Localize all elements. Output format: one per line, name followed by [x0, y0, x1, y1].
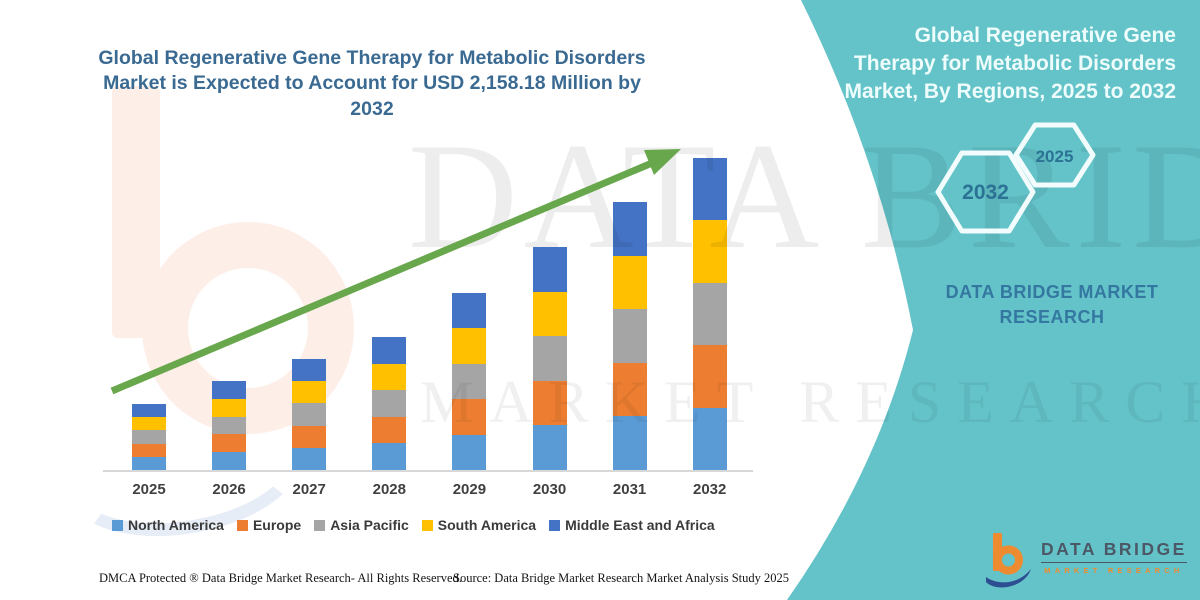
bar-segment-middle-east-and-africa: [292, 358, 327, 382]
legend-label: Europe: [252, 517, 302, 533]
legend-swatch: [112, 519, 123, 531]
bar-segment-south-america: [212, 398, 247, 417]
legend-item-north-america: North America: [112, 517, 224, 533]
x-axis-label-2027: 2027: [292, 481, 326, 498]
legend-item-europe: Europe: [236, 517, 302, 533]
x-axis-label-2031: 2031: [612, 481, 647, 498]
bar-segment-asia-pacific: [372, 390, 407, 417]
bar-2025: [132, 404, 166, 470]
x-axis-label-2028: 2028: [372, 481, 406, 498]
bar-segment-europe: [292, 425, 327, 448]
legend-label: South America: [437, 517, 537, 533]
watermark-text-databridge: DATA BRIDGE: [408, 112, 1200, 280]
legend-item-south-america: South America: [421, 517, 537, 533]
bar-2030: [532, 247, 567, 470]
hexagon-2025-label: 2025: [1036, 147, 1074, 166]
x-axis-label-2026: 2026: [212, 481, 246, 498]
bar-segment-south-america: [372, 363, 407, 391]
bar-segment-north-america: [692, 407, 727, 470]
x-axis-label-2030: 2030: [532, 481, 567, 498]
bar-segment-asia-pacific: [532, 336, 567, 381]
bar-segment-asia-pacific: [132, 430, 166, 444]
bar-segment-north-america: [612, 416, 647, 470]
bar-segment-europe: [372, 416, 407, 444]
bar-segment-europe: [612, 362, 647, 417]
chart-legend: North America Europe Asia Pacific South Ame…: [112, 517, 715, 533]
bar-segment-asia-pacific: [612, 309, 647, 363]
bar-segment-asia-pacific: [212, 416, 247, 435]
bar-segment-europe: [212, 434, 247, 453]
x-axis-line: [103, 470, 753, 472]
bar-segment-north-america: [212, 452, 247, 470]
legend-label: North America: [128, 517, 224, 533]
bar-segment-europe: [132, 443, 166, 457]
legend-label: Middle East and Africa: [565, 517, 715, 533]
bar-segment-north-america: [372, 443, 407, 470]
bar-segment-middle-east-and-africa: [132, 404, 166, 418]
bar-segment-north-america: [452, 434, 487, 470]
logo-title: DATA BRIDGE: [1041, 539, 1187, 559]
bar-segment-middle-east-and-africa: [532, 247, 567, 292]
bar-2029: [452, 293, 487, 470]
logo-subtitle: MARKET RESEARCH: [1044, 566, 1184, 575]
logo-divider: [1041, 562, 1187, 563]
bar-segment-middle-east-and-africa: [372, 337, 407, 364]
databridge-logo: DATA BRIDGE MARKET RESEARCH: [985, 531, 1187, 591]
legend-swatch: [549, 519, 561, 531]
bar-segment-north-america: [532, 425, 567, 470]
legend-label: Asia Pacific: [330, 517, 409, 533]
bar-2032: [692, 158, 727, 470]
year-hexagons: 2032 2025: [935, 122, 1096, 234]
bar-segment-asia-pacific: [692, 282, 727, 346]
bar-segment-south-america: [452, 328, 487, 364]
bar-2031: [612, 202, 647, 470]
bar-segment-europe: [532, 380, 567, 426]
hexagon-2025: [1013, 122, 1096, 188]
bar-segment-south-america: [532, 291, 567, 337]
bar-segment-north-america: [132, 456, 166, 470]
databridge-logo-icon: [986, 533, 1031, 588]
bar-segment-asia-pacific: [292, 403, 327, 426]
bar-segment-middle-east-and-africa: [692, 158, 727, 221]
bar-2027: [292, 358, 327, 470]
bar-segment-middle-east-and-africa: [452, 293, 487, 329]
bar-segment-europe: [452, 399, 487, 435]
legend-swatch: [421, 519, 433, 531]
bar-2028: [372, 337, 407, 470]
chart-title-line1: Global Regenerative Gene Therapy for Met…: [98, 47, 646, 69]
bar-segment-south-america: [292, 381, 327, 404]
bar-segment-south-america: [612, 255, 647, 310]
bar-segment-middle-east-and-africa: [212, 381, 247, 399]
side-panel-title: Global Regenerative Gene Therapy for Met…: [844, 24, 1176, 103]
bar-segment-europe: [692, 345, 727, 408]
watermark-text-marketresearch: MARKET RESEARCH: [420, 369, 1200, 435]
dmca-notice: DMCA Protected ® Data Bridge Market Rese…: [99, 571, 462, 585]
bar-segment-south-america: [132, 417, 166, 431]
legend-swatch: [314, 519, 326, 531]
legend-item-middle-east-and-africa: Middle East and Africa: [549, 517, 715, 533]
bar-segment-south-america: [692, 220, 727, 283]
bar-segment-middle-east-and-africa: [612, 202, 647, 256]
legend-item-asia-pacific: Asia Pacific: [314, 517, 409, 533]
bar-2026: [212, 381, 247, 470]
brand-caption: DATA BRIDGE MARKET RESEARCH: [945, 282, 1159, 328]
bar-segment-north-america: [292, 447, 327, 470]
bar-segment-asia-pacific: [452, 363, 487, 400]
hexagon-2032-label: 2032: [962, 181, 1009, 204]
x-axis-label-2025: 2025: [132, 481, 166, 498]
chart-title: Global Regenerative Gene Therapy for Met…: [92, 46, 652, 122]
x-axis-label-2032: 2032: [693, 481, 727, 498]
trend-arrow: [110, 149, 681, 395]
chart-title-line2: Market is Expected to Account for USD 2,…: [103, 72, 641, 120]
source-note: Source: Data Bridge Market Research Mark…: [453, 571, 790, 585]
hexagon-2032: [935, 150, 1036, 234]
x-axis-label-2029: 2029: [452, 481, 487, 498]
legend-swatch: [236, 519, 248, 531]
